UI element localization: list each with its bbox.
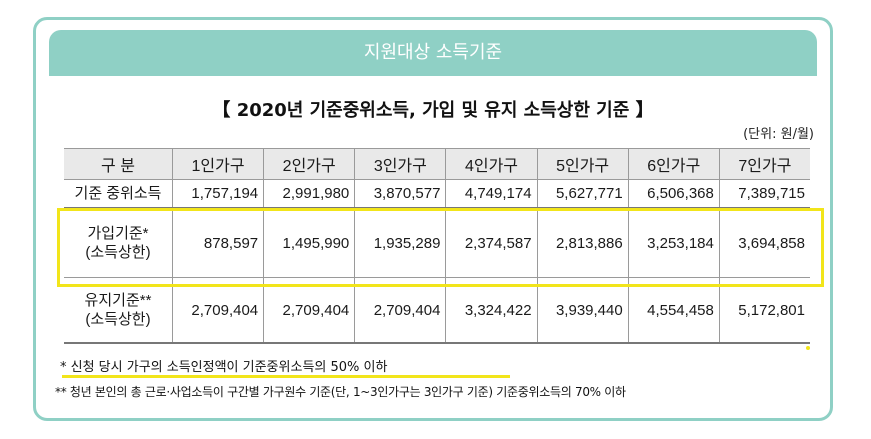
- table-cell: 5,627,771: [536, 179, 629, 209]
- row-label: 유지기준** (소득상한): [64, 277, 173, 344]
- row-label-line: (소득상한): [85, 244, 151, 261]
- table-cell: 2,709,404: [171, 277, 265, 344]
- table-cell: 2,709,404: [263, 277, 356, 344]
- header-cell: 1인가구: [171, 148, 265, 180]
- table-cell: 1,935,289: [354, 207, 447, 278]
- table-cell: 2,709,404: [354, 277, 447, 344]
- table-cell: 6,506,368: [627, 179, 720, 209]
- table-row-median-income: 기준 중위소득 1,757,194 2,991,980 3,870,577 4,…: [64, 179, 810, 209]
- table-cell: 3,694,858: [718, 207, 810, 278]
- row-label-line: 가입기준*: [87, 225, 149, 242]
- table-cell: 4,749,174: [445, 179, 538, 209]
- header-cell: 3인가구: [354, 148, 447, 180]
- footnote-1: * 신청 당시 가구의 소득인정액이 기준중위소득의 50% 이하: [60, 360, 388, 375]
- table-cell: 3,939,440: [536, 277, 629, 344]
- table-cell: 3,870,577: [354, 179, 447, 209]
- table-cell: 7,389,715: [718, 179, 810, 209]
- table-cell: 3,324,422: [445, 277, 538, 344]
- header-cell: 구 분: [64, 148, 173, 180]
- row-label-line: 유지기준**: [84, 292, 152, 309]
- row-label-line: (소득상한): [85, 311, 151, 328]
- table-cell: 4,554,458: [627, 277, 720, 344]
- table-row-join-criteria: 가입기준* (소득상한) 878,597 1,495,990 1,935,289…: [64, 207, 810, 278]
- table-cell: 2,991,980: [263, 179, 356, 209]
- table-cell: 2,374,587: [445, 207, 538, 278]
- highlight-underline: [62, 375, 510, 378]
- banner-title: 지원대상 소득기준: [49, 30, 817, 76]
- table-row-keep-criteria: 유지기준** (소득상한) 2,709,404 2,709,404 2,709,…: [64, 277, 810, 344]
- footnote-2: ** 청년 본인의 총 근로·사업소득이 구간별 가구원수 기준(단, 1~3인…: [55, 385, 626, 399]
- table-title: 【 2020년 기준중위소득, 가입 및 유지 소득상한 기준 】: [212, 100, 654, 121]
- unit-label: (단위: 원/월): [743, 127, 814, 142]
- header-cell: 4인가구: [445, 148, 538, 180]
- highlight-box: [57, 208, 824, 287]
- table-cell: 2,813,886: [536, 207, 629, 278]
- income-criteria-card: 지원대상 소득기준 【 2020년 기준중위소득, 가입 및 유지 소득상한 기…: [33, 17, 833, 421]
- header-cell: 6인가구: [627, 148, 720, 180]
- income-table: 구 분 1인가구 2인가구 3인가구 4인가구 5인가구 6인가구 7인가구 기…: [64, 148, 810, 344]
- table-cell: 1,757,194: [171, 179, 265, 209]
- table-cell: 5,172,801: [718, 277, 810, 344]
- row-label: 기준 중위소득: [64, 179, 173, 209]
- header-cell: 2인가구: [263, 148, 356, 180]
- table-cell: 1,495,990: [263, 207, 356, 278]
- header-cell: 5인가구: [536, 148, 629, 180]
- header-cell: 7인가구: [718, 148, 810, 180]
- highlight-dot: [806, 346, 810, 350]
- table-header-row: 구 분 1인가구 2인가구 3인가구 4인가구 5인가구 6인가구 7인가구: [64, 148, 810, 180]
